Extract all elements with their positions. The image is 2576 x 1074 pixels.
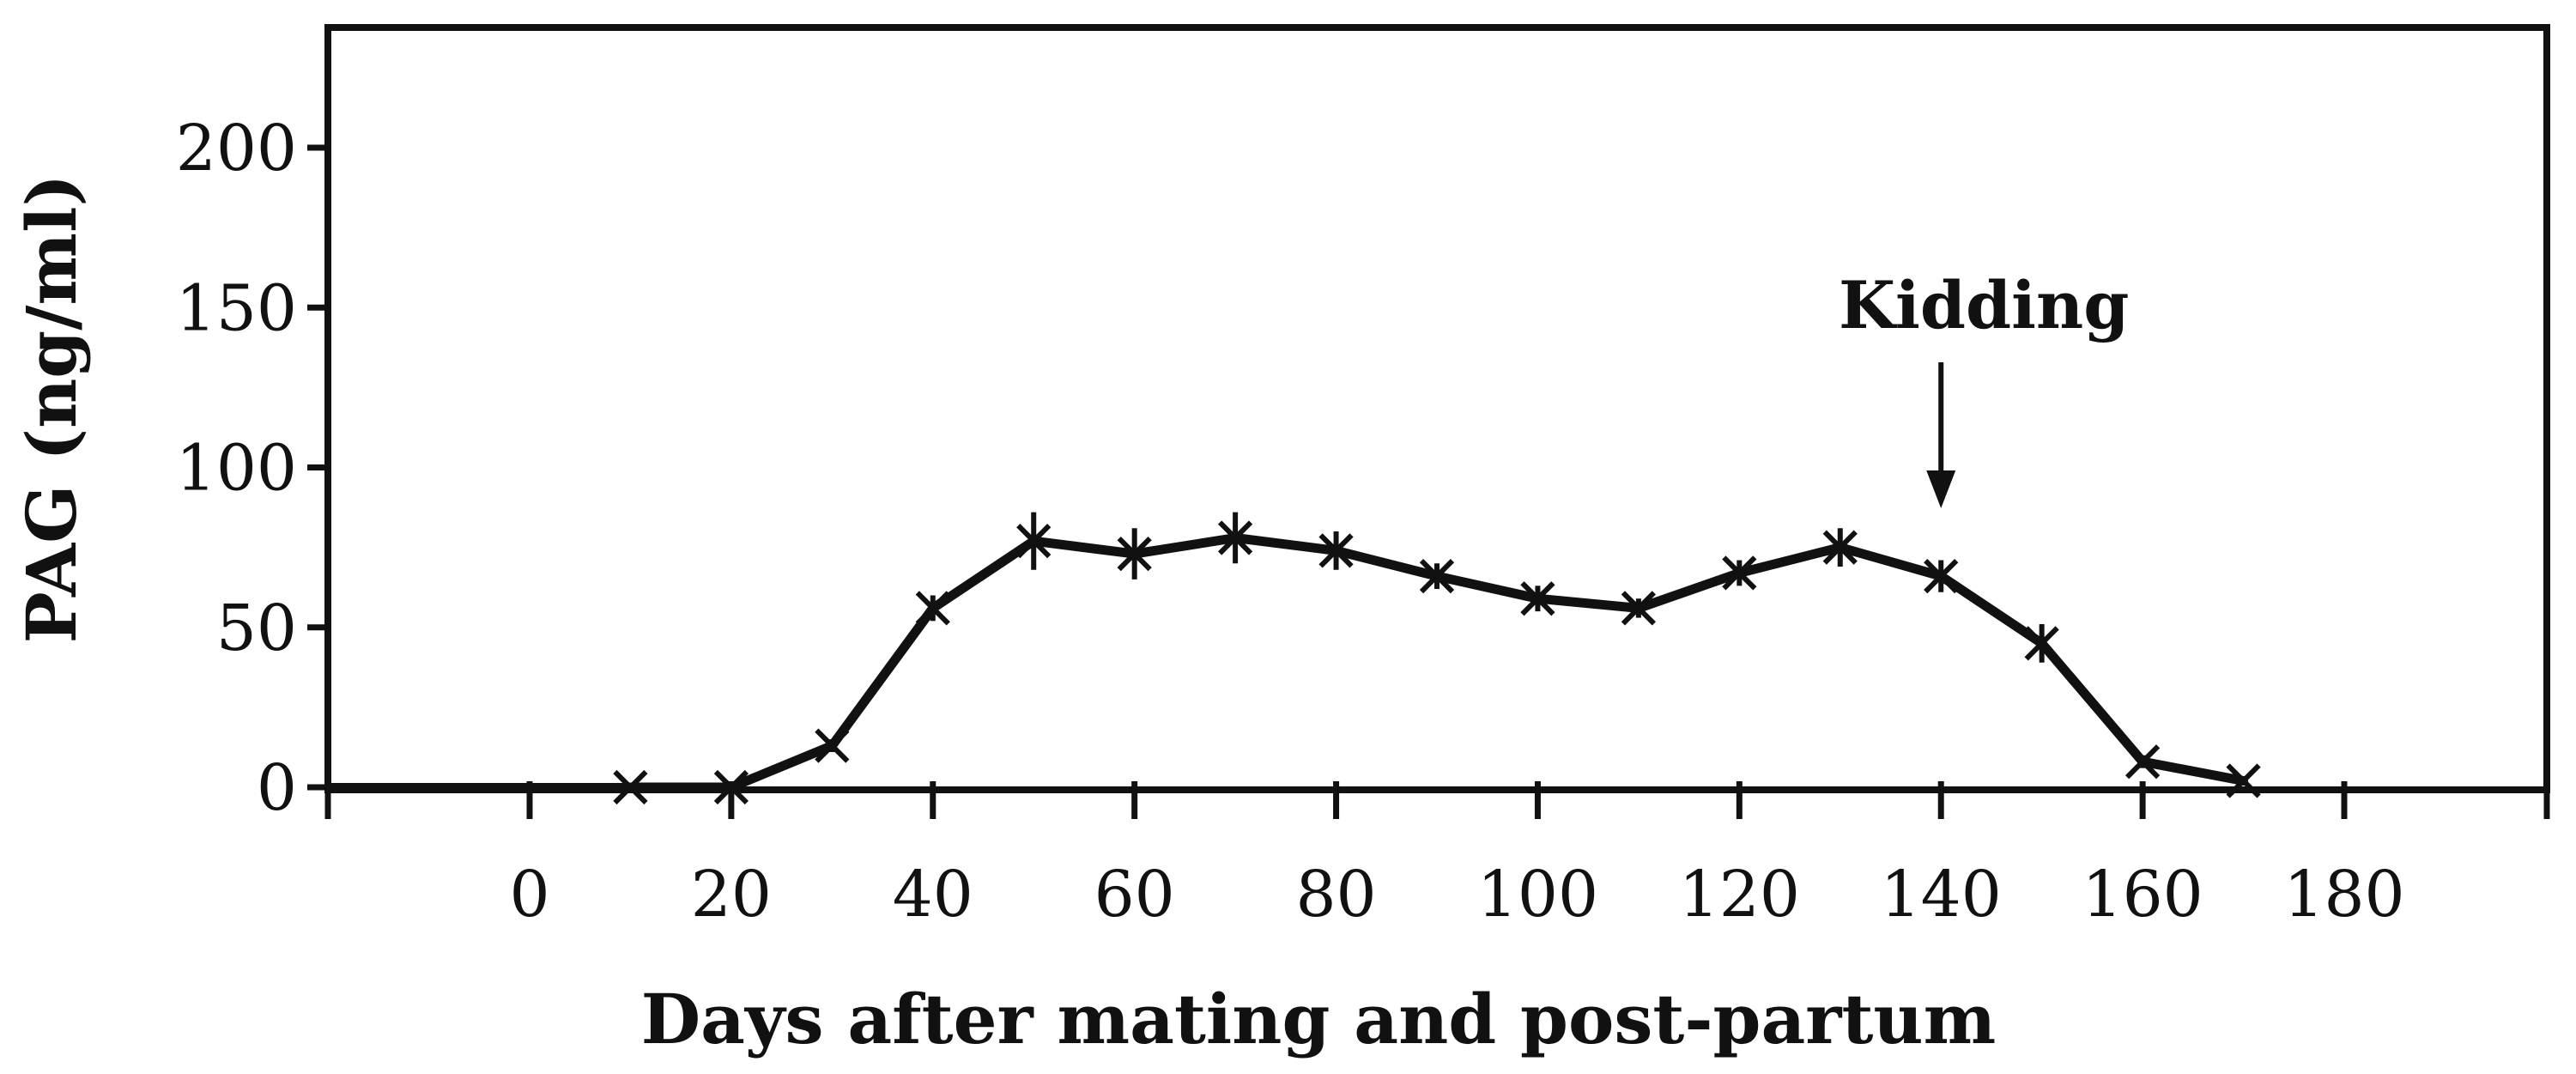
data-point-130 — [1822, 528, 1858, 567]
marker-b-20 — [713, 769, 749, 805]
marker-b-60 — [1117, 536, 1152, 572]
x-axis-title: Days after mating and post-partum — [641, 979, 1996, 1059]
y-tick-label-100: 100 — [176, 432, 297, 506]
marker-b-100 — [1520, 581, 1555, 616]
marker-b-30 — [815, 728, 850, 763]
annotation-label-kidding: Kidding — [1839, 267, 2129, 343]
marker-b-140 — [1924, 559, 1959, 594]
data-point-70 — [1217, 512, 1253, 564]
data-point-90 — [1419, 559, 1455, 594]
annotation-layer: Kidding — [1839, 267, 2129, 508]
x-tick-label-100: 100 — [1477, 858, 1598, 931]
data-point-60 — [1117, 528, 1152, 579]
marker-b-130 — [1822, 530, 1858, 565]
x-tick-label-0: 0 — [509, 858, 549, 931]
x-tick-label-60: 60 — [1094, 858, 1175, 931]
marker-b-50 — [1016, 524, 1052, 559]
y-tick-label-50: 50 — [216, 592, 297, 665]
y-axis-title: PAG (ng/ml) — [11, 174, 92, 644]
y-tick-label-0: 0 — [257, 751, 297, 825]
x-tick-label-160: 160 — [2082, 858, 2203, 931]
marker-b-10 — [613, 769, 648, 805]
data-point-100 — [1520, 581, 1555, 616]
series-layer — [324, 512, 2261, 805]
data-point-110 — [1621, 591, 1657, 626]
data-point-120 — [1722, 555, 1757, 591]
marker-b-170 — [2226, 763, 2261, 798]
marker-b-120 — [1722, 555, 1757, 591]
y-tick-label-150: 150 — [176, 271, 297, 345]
marker-b-80 — [1318, 533, 1354, 568]
x-tick-label-120: 120 — [1679, 858, 1800, 931]
x-tick-label-80: 80 — [1295, 858, 1376, 931]
data-point-10 — [613, 769, 648, 805]
data-point-160 — [2124, 744, 2161, 780]
plot-frame — [324, 24, 2550, 793]
data-point-40 — [915, 591, 950, 626]
data-point-140 — [1924, 559, 1959, 594]
x-tick-label-20: 20 — [691, 858, 772, 931]
y-axis-ticks: 0 50 100 150 200 — [176, 112, 328, 825]
data-point-20 — [713, 769, 749, 805]
x-tick-label-180: 180 — [2283, 858, 2404, 931]
x-tick-label-40: 40 — [893, 858, 973, 931]
data-point-170 — [2226, 763, 2261, 798]
marker-b-160 — [2124, 744, 2161, 780]
marker-b-110 — [1621, 591, 1657, 626]
marker-b-70 — [1217, 520, 1253, 555]
annotation-arrow-head — [1926, 470, 1956, 508]
data-point-50 — [1016, 512, 1052, 570]
y-tick-label-200: 200 — [176, 112, 297, 185]
x-tick-label-140: 140 — [1881, 858, 2002, 931]
data-point-80 — [1318, 531, 1354, 570]
data-point-30 — [815, 728, 850, 763]
marker-b-90 — [1419, 559, 1455, 594]
marker-b-40 — [915, 591, 950, 626]
marker-b-150 — [2024, 626, 2059, 661]
x-axis-ticks: 0 20 40 60 80 100 120 140 160 180 — [324, 781, 2550, 931]
data-point-150 — [2024, 624, 2059, 663]
